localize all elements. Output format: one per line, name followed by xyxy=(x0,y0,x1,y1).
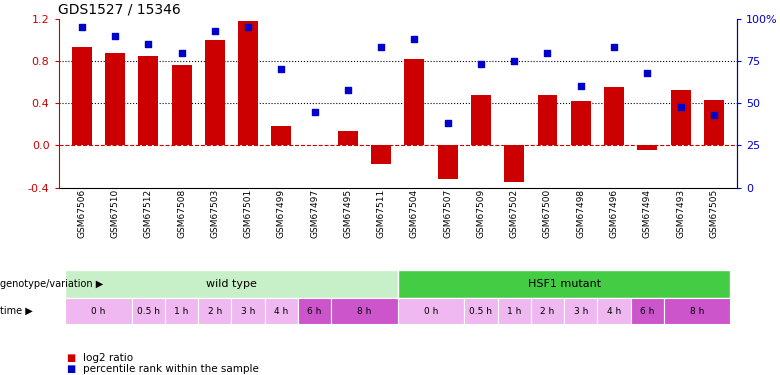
Bar xyxy=(471,95,491,146)
Point xyxy=(541,50,554,55)
Point xyxy=(508,58,520,64)
Bar xyxy=(332,298,398,324)
Bar xyxy=(105,53,125,146)
Text: 3 h: 3 h xyxy=(241,307,255,316)
Text: HSF1 mutant: HSF1 mutant xyxy=(527,279,601,289)
Text: 2 h: 2 h xyxy=(207,307,222,316)
Bar xyxy=(205,40,225,146)
Text: 0 h: 0 h xyxy=(91,307,105,316)
Text: time ▶: time ▶ xyxy=(0,306,33,316)
Text: ■: ■ xyxy=(66,353,76,363)
Bar xyxy=(564,298,597,324)
Text: genotype/variation ▶: genotype/variation ▶ xyxy=(0,279,103,289)
Bar xyxy=(298,298,331,324)
Point xyxy=(475,61,488,68)
Bar xyxy=(138,56,158,146)
Point xyxy=(76,24,88,30)
Bar xyxy=(704,100,724,146)
Text: 8 h: 8 h xyxy=(357,307,372,316)
Bar xyxy=(438,146,458,179)
Text: ■: ■ xyxy=(66,364,76,374)
Bar xyxy=(671,90,690,146)
Text: 0.5 h: 0.5 h xyxy=(136,307,160,316)
Text: wild type: wild type xyxy=(206,279,257,289)
Text: 1 h: 1 h xyxy=(507,307,521,316)
Text: percentile rank within the sample: percentile rank within the sample xyxy=(83,364,259,374)
Text: 1 h: 1 h xyxy=(175,307,189,316)
Point xyxy=(242,24,254,30)
Point xyxy=(707,112,720,118)
Bar xyxy=(66,270,398,298)
Bar xyxy=(232,298,264,324)
Text: log2 ratio: log2 ratio xyxy=(83,353,133,363)
Bar xyxy=(405,59,424,146)
Text: 6 h: 6 h xyxy=(307,307,322,316)
Bar xyxy=(66,298,132,324)
Bar xyxy=(498,298,531,324)
Point xyxy=(441,120,454,126)
Bar xyxy=(504,146,524,182)
Point xyxy=(641,70,654,76)
Text: 0.5 h: 0.5 h xyxy=(470,307,492,316)
Bar xyxy=(597,298,631,324)
Point xyxy=(108,33,122,39)
Point xyxy=(608,45,620,51)
Bar xyxy=(464,298,498,324)
Bar xyxy=(537,95,558,146)
Text: 2 h: 2 h xyxy=(541,307,555,316)
Bar xyxy=(637,146,658,150)
Point xyxy=(575,83,587,89)
Bar xyxy=(165,298,198,324)
Bar xyxy=(664,298,730,324)
Text: 4 h: 4 h xyxy=(607,307,621,316)
Text: GDS1527 / 15346: GDS1527 / 15346 xyxy=(58,2,181,16)
Bar xyxy=(238,21,258,146)
Point xyxy=(342,87,354,93)
Bar xyxy=(271,126,292,146)
Bar xyxy=(264,298,298,324)
Point xyxy=(375,45,388,51)
Bar xyxy=(398,270,730,298)
Point xyxy=(674,104,686,110)
Bar xyxy=(631,298,664,324)
Bar xyxy=(398,298,464,324)
Bar xyxy=(338,130,358,146)
Text: 0 h: 0 h xyxy=(424,307,438,316)
Point xyxy=(208,28,221,34)
Point xyxy=(408,36,420,42)
Bar xyxy=(198,298,232,324)
Bar xyxy=(571,101,590,146)
Point xyxy=(275,66,288,72)
Bar xyxy=(531,298,564,324)
Text: 4 h: 4 h xyxy=(275,307,289,316)
Bar xyxy=(371,146,391,164)
Bar xyxy=(132,298,165,324)
Text: 6 h: 6 h xyxy=(640,307,654,316)
Text: 3 h: 3 h xyxy=(573,307,588,316)
Bar xyxy=(604,87,624,146)
Point xyxy=(308,109,321,115)
Bar xyxy=(172,65,192,146)
Point xyxy=(176,50,188,55)
Bar xyxy=(72,47,92,146)
Point xyxy=(142,41,154,47)
Text: 8 h: 8 h xyxy=(690,307,704,316)
